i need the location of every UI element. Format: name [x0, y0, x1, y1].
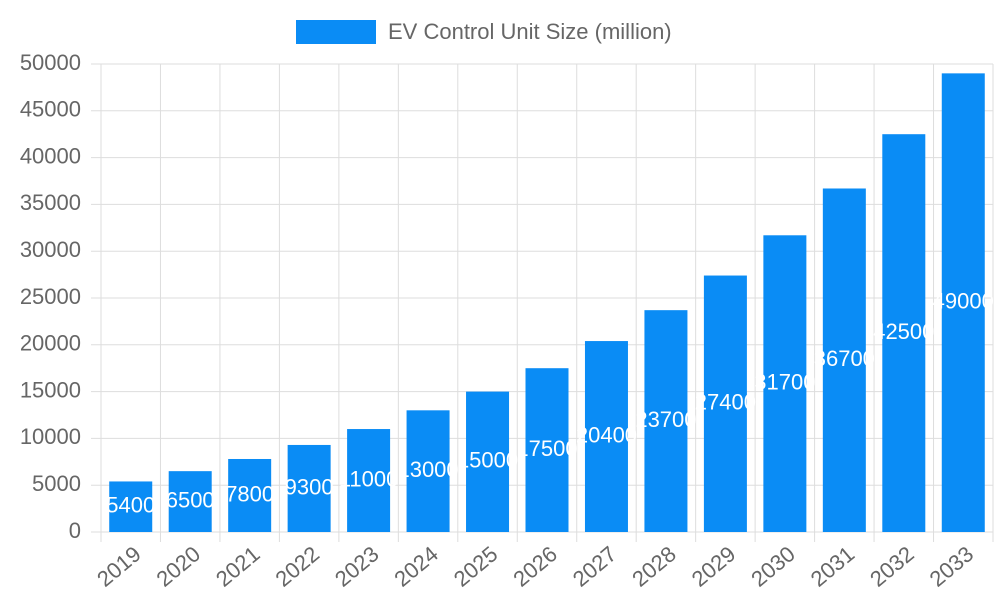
x-tick-label: 2028	[627, 541, 681, 592]
bar	[466, 391, 510, 532]
data-label: 42500	[873, 319, 934, 344]
bar	[109, 481, 153, 532]
bar	[644, 310, 688, 532]
y-tick-label: 10000	[20, 424, 81, 449]
data-label: 15000	[457, 448, 518, 473]
data-label: 49000	[933, 288, 994, 313]
data-label: 9300	[285, 474, 334, 499]
data-label: 13000	[397, 457, 458, 482]
x-tick-label: 2022	[271, 541, 325, 592]
y-tick-label: 5000	[32, 471, 81, 496]
x-tick-label: 2030	[746, 541, 800, 592]
y-tick-label: 25000	[20, 284, 81, 309]
bar	[941, 73, 985, 533]
bar	[584, 341, 628, 532]
y-tick-label: 15000	[20, 377, 81, 402]
data-label: 11000	[339, 466, 399, 491]
data-label: 23700	[635, 407, 696, 432]
x-tick-label: 2033	[925, 541, 979, 592]
x-tick-label: 2027	[568, 541, 622, 592]
bar	[763, 235, 807, 532]
legend-label: EV Control Unit Size (million)	[388, 19, 672, 44]
x-tick-label: 2029	[687, 541, 741, 592]
bar	[228, 458, 272, 532]
data-label: 20400	[576, 422, 637, 447]
bar	[287, 444, 331, 532]
y-tick-label: 50000	[20, 50, 81, 75]
data-label: 36700	[814, 346, 875, 371]
data-label: 5400	[106, 493, 155, 518]
bar	[525, 368, 569, 532]
data-label: 6500	[166, 487, 215, 512]
x-tick-label: 2025	[449, 541, 503, 592]
bar	[406, 410, 450, 532]
x-tick-label: 2023	[330, 541, 384, 592]
y-tick-label: 0	[69, 518, 81, 543]
y-tick-label: 40000	[20, 143, 81, 168]
legend-swatch	[296, 20, 376, 44]
x-tick-label: 2031	[806, 541, 860, 592]
y-tick-label: 30000	[20, 237, 81, 262]
bar	[882, 134, 926, 532]
data-label: 27400	[695, 390, 756, 415]
bar	[168, 471, 212, 532]
x-tick-label: 2020	[152, 541, 206, 592]
bar	[822, 188, 866, 532]
data-label: 7800	[225, 481, 274, 506]
y-tick-label: 45000	[20, 97, 81, 122]
x-tick-label: 2024	[389, 541, 443, 592]
y-tick-label: 35000	[20, 190, 81, 215]
data-label: 17500	[516, 436, 577, 461]
y-tick-label: 20000	[20, 331, 81, 356]
x-tick-label: 2026	[508, 541, 562, 592]
data-label: 31700	[754, 369, 815, 394]
x-tick-label: 2021	[211, 541, 265, 592]
bar	[347, 429, 391, 532]
bar	[703, 275, 747, 532]
x-tick-label: 2019	[92, 541, 146, 592]
x-tick-label: 2032	[865, 541, 919, 592]
